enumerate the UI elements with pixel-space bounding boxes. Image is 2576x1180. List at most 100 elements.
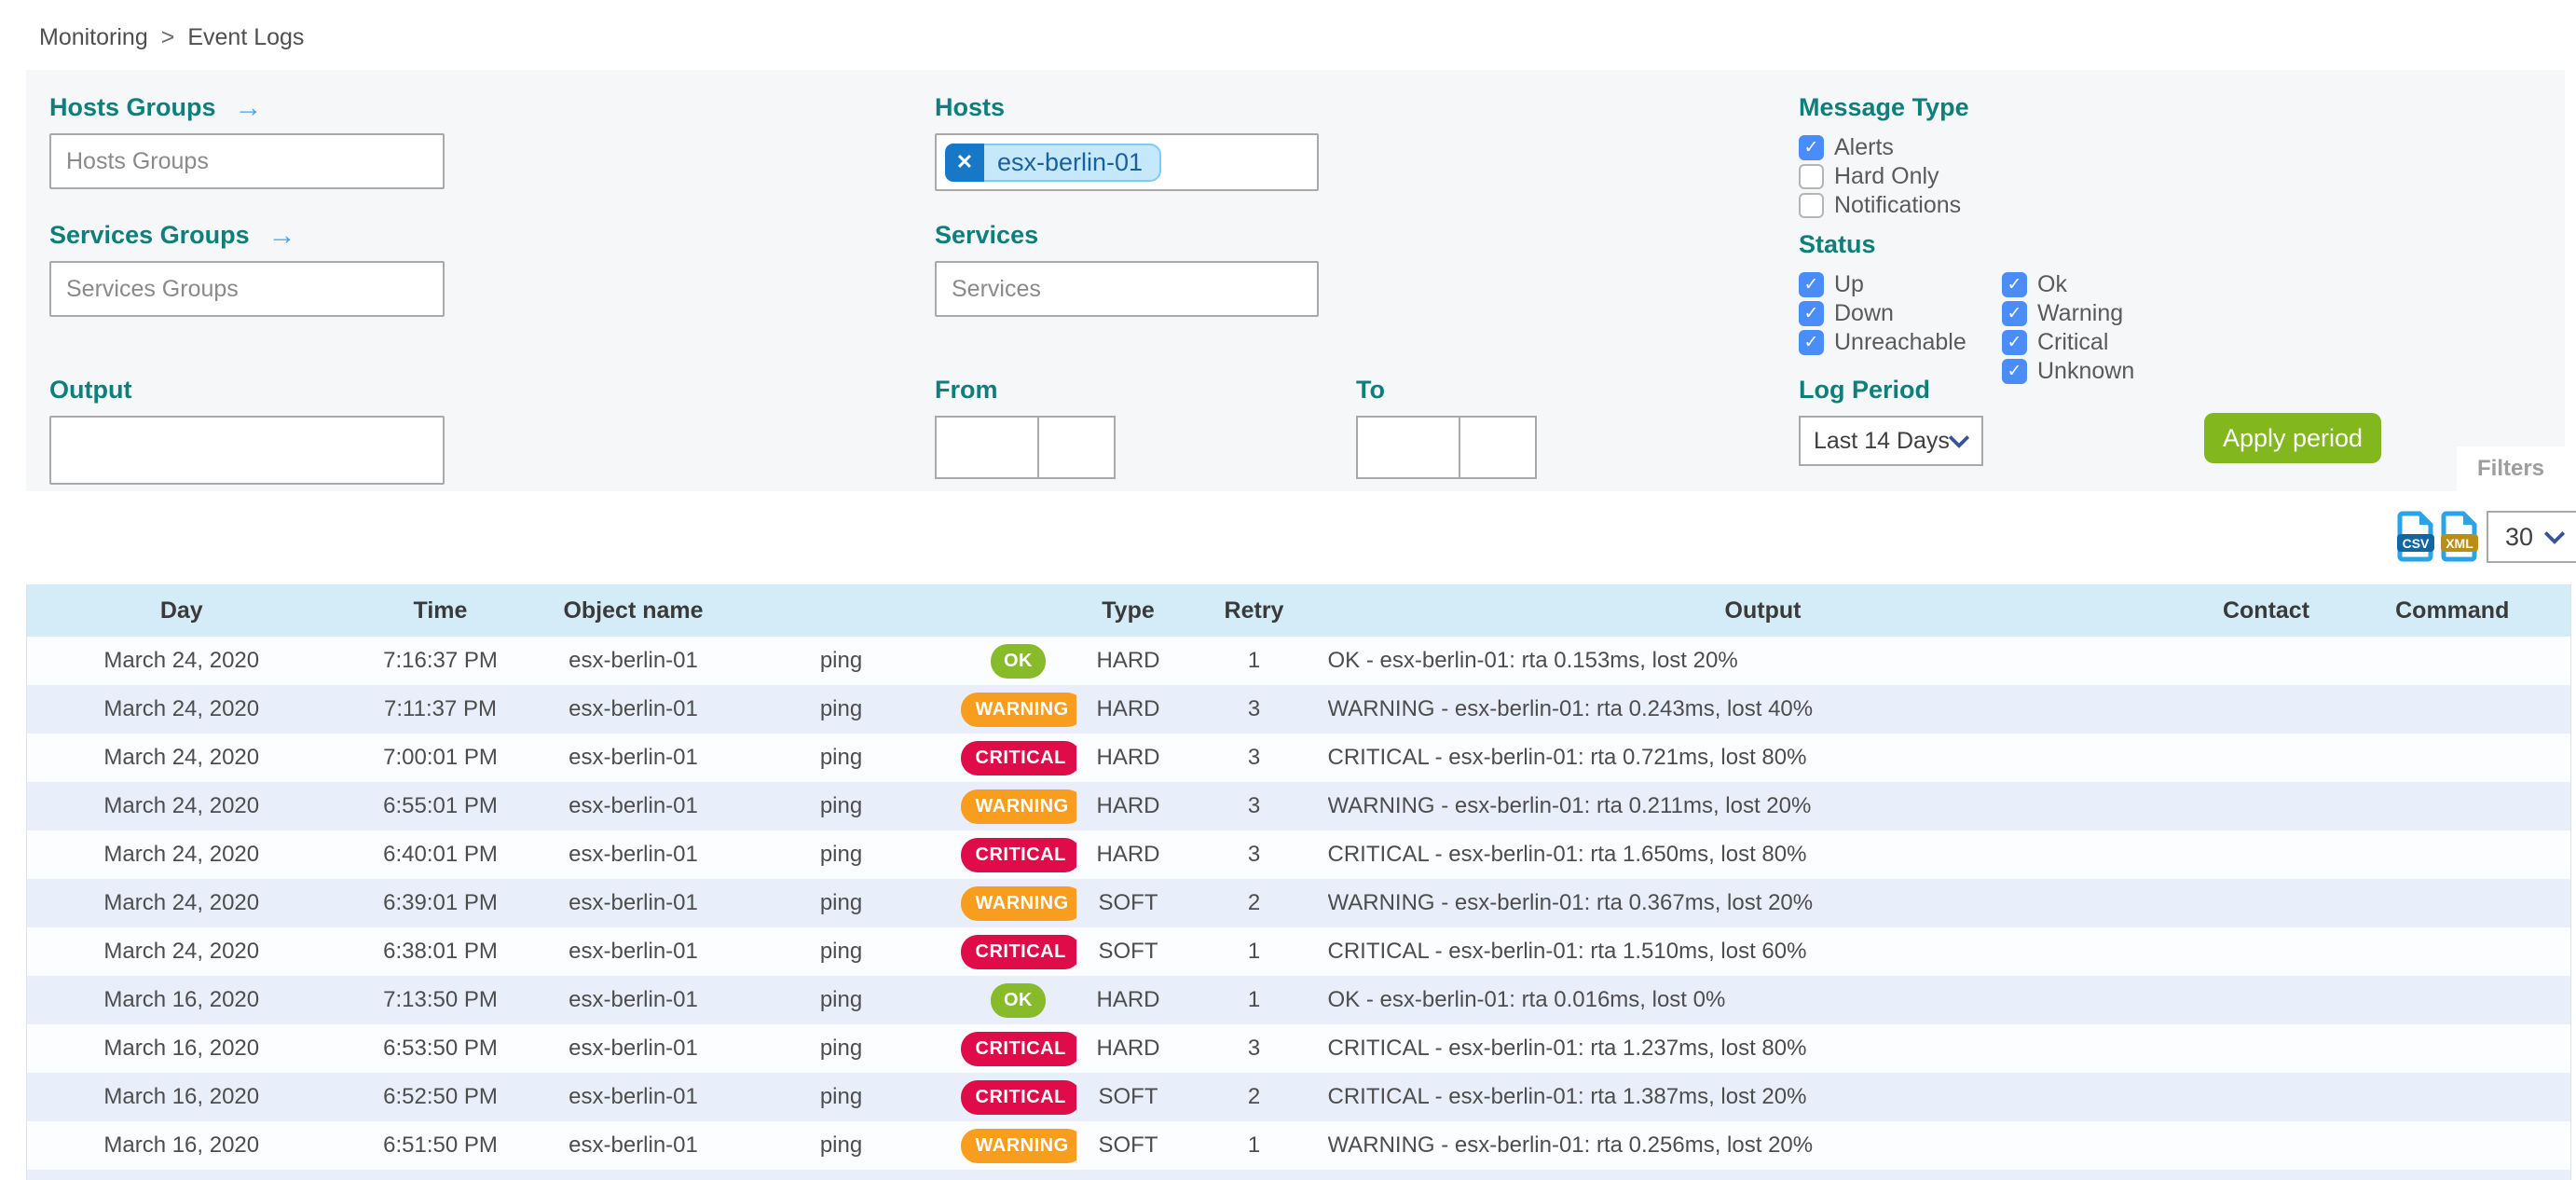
filters-tab[interactable]: Filters <box>2457 446 2565 491</box>
message-type-checkbox-notifications[interactable]: Notifications <box>1799 191 1969 220</box>
cell-day: March 24, 2020 <box>103 648 260 673</box>
cell-command <box>2335 830 2571 879</box>
cell-service: ping <box>819 648 863 673</box>
status-checkbox-ok[interactable]: ✓ Ok <box>2002 270 2134 299</box>
cell-output: OK - esx-berlin-01: rta 0.153ms, lost 20… <box>1327 648 1738 673</box>
services-groups-field: Services Groups → <box>49 221 445 317</box>
export-controls: CSV XML 30 <box>2397 511 2576 563</box>
cell-command <box>2335 976 2571 1024</box>
to-date-input[interactable] <box>1356 416 1460 479</box>
cell-time: 6:55:01 PM <box>383 793 498 818</box>
event-log-row: March 24, 2020 6:55:01 PM esx-berlin-01 pin… <box>26 782 2571 830</box>
cell-status: CRITICAL <box>960 734 1076 782</box>
cell-object: esx-berlin-01 <box>569 987 698 1012</box>
cell-day: March 24, 2020 <box>103 939 260 964</box>
log-period-select[interactable]: Last 14 Days <box>1799 416 1983 466</box>
cell-type: HARD <box>1096 987 1160 1012</box>
cell-type: SOFT <box>1098 1132 1158 1158</box>
status-checkbox-down[interactable]: ✓ Down <box>1799 299 1966 328</box>
breadcrumb-event-logs: Event Logs <box>187 24 305 50</box>
chip-remove-icon[interactable]: ✕ <box>945 143 984 182</box>
cell-retry: 3 <box>1247 793 1261 818</box>
rows-per-page-value: 30 <box>2505 522 2534 551</box>
message-type-checkbox-hard-only[interactable]: Hard Only <box>1799 162 1969 191</box>
status-checkbox-unknown[interactable]: ✓ Unknown <box>2002 357 2134 386</box>
checkbox-label: Notifications <box>1834 192 1962 218</box>
cell-contact <box>2199 734 2335 782</box>
checkbox-icon[interactable] <box>1799 164 1824 189</box>
message-type-label: Message Type <box>1799 93 1969 121</box>
breadcrumb-monitoring[interactable]: Monitoring <box>39 24 148 50</box>
xml-icon-text: XML <box>2446 536 2473 551</box>
checkbox-icon[interactable]: ✓ <box>2002 272 2027 297</box>
event-log-row: March 24, 2020 7:00:01 PM esx-berlin-01 pin… <box>26 734 2571 782</box>
status-badge: WARNING <box>960 692 1076 727</box>
cell-day: March 24, 2020 <box>103 745 260 770</box>
checkbox-label: Warning <box>2037 300 2124 326</box>
services-input[interactable] <box>935 261 1319 317</box>
checkbox-icon[interactable]: ✓ <box>1799 330 1824 355</box>
hosts-groups-arrow-icon[interactable]: → <box>234 91 263 123</box>
status-badge: CRITICAL <box>960 934 1076 969</box>
cell-command <box>2335 879 2571 927</box>
cell-object: esx-berlin-01 <box>569 1036 698 1061</box>
column-header-object-name: Object name <box>544 584 722 637</box>
hosts-field: Hosts ✕ esx-berlin-01 <box>935 93 1319 191</box>
status-checkbox-warning[interactable]: ✓ Warning <box>2002 299 2134 328</box>
hosts-groups-input[interactable] <box>49 133 445 189</box>
cell-retry: 3 <box>1247 696 1261 721</box>
cell-time: 7:13:50 PM <box>383 987 498 1012</box>
checkbox-label: Unreachable <box>1834 329 1966 355</box>
column-header-day: Day <box>26 584 336 637</box>
table-header-row: Day Time Object name Type Retry Output C… <box>26 584 2571 637</box>
from-date-input[interactable] <box>935 416 1039 479</box>
services-field: Services <box>935 221 1319 317</box>
from-label: From <box>935 376 998 404</box>
cell-status: CRITICAL <box>960 830 1076 879</box>
status-checkbox-unreachable[interactable]: ✓ Unreachable <box>1799 328 1966 357</box>
checkbox-label: Alerts <box>1834 134 1894 160</box>
cell-contact <box>2199 685 2335 734</box>
checkbox-icon[interactable]: ✓ <box>2002 301 2027 326</box>
services-groups-arrow-icon[interactable]: → <box>267 219 296 251</box>
from-field: From <box>935 376 1116 479</box>
status-badge: CRITICAL <box>960 1079 1076 1115</box>
cell-object: esx-berlin-01 <box>569 745 698 770</box>
column-header-command: Command <box>2334 584 2571 637</box>
checkbox-icon[interactable]: ✓ <box>2002 359 2027 384</box>
status-checkbox-up[interactable]: ✓ Up <box>1799 270 1966 299</box>
cell-output: WARNING - esx-berlin-01: rta 0.243ms, lo… <box>1327 696 1814 721</box>
status-badge: CRITICAL <box>960 837 1076 872</box>
cell-time: 6:52:50 PM <box>383 1084 498 1109</box>
services-groups-input[interactable] <box>49 261 445 317</box>
status-options-service: ✓ Ok ✓ Warning ✓ Critical ✓ Unknown <box>2002 270 2134 386</box>
event-log-row: March 24, 2020 6:38:01 PM esx-berlin-01 pin… <box>26 927 2571 976</box>
csv-export-icon[interactable]: CSV <box>2397 511 2434 563</box>
checkbox-icon[interactable]: ✓ <box>1799 135 1824 160</box>
to-time-input[interactable] <box>1460 416 1537 479</box>
status-badge: WARNING <box>960 789 1076 824</box>
cell-object: esx-berlin-01 <box>569 939 698 964</box>
hosts-input[interactable]: ✕ esx-berlin-01 <box>935 133 1319 191</box>
xml-export-icon[interactable]: XML <box>2441 511 2478 563</box>
to-label: To <box>1356 376 1385 404</box>
cell-status: CRITICAL <box>960 1073 1076 1121</box>
filters-panel: Hosts Groups → Services Groups → Output … <box>26 70 2565 491</box>
log-period-selected-value: Last 14 Days <box>1814 427 1950 454</box>
rows-per-page-select[interactable]: 30 <box>2487 511 2576 563</box>
checkbox-icon[interactable]: ✓ <box>2002 330 2027 355</box>
apply-period-button[interactable]: Apply period <box>2204 413 2381 463</box>
checkbox-icon[interactable]: ✓ <box>1799 301 1824 326</box>
from-time-input[interactable] <box>1039 416 1116 479</box>
message-type-checkbox-alerts[interactable]: ✓ Alerts <box>1799 133 1969 162</box>
status-checkbox-critical[interactable]: ✓ Critical <box>2002 328 2134 357</box>
cell-status: OK <box>961 976 1076 1024</box>
cell-output: CRITICAL - esx-berlin-01: rta 1.650ms, l… <box>1327 842 1807 867</box>
cell-type: HARD <box>1096 648 1160 673</box>
cell-time: 6:40:01 PM <box>383 842 498 867</box>
checkbox-icon[interactable]: ✓ <box>1799 272 1824 297</box>
breadcrumb: Monitoring > Event Logs <box>39 24 304 51</box>
output-input[interactable] <box>49 416 445 485</box>
checkbox-icon[interactable] <box>1799 193 1824 218</box>
cell-service: ping <box>819 696 863 721</box>
